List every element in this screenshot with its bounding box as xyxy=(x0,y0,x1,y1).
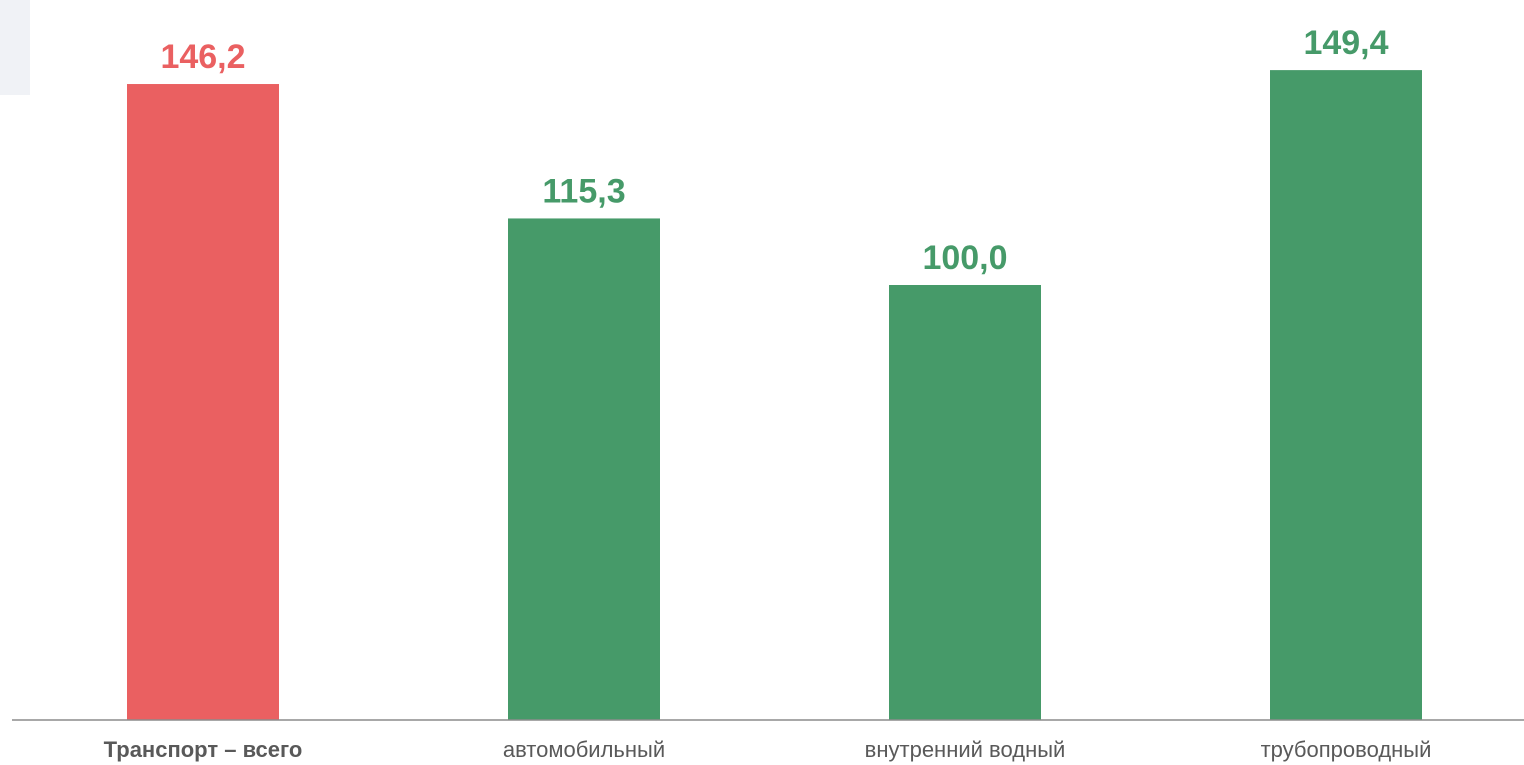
bar-2 xyxy=(508,218,660,720)
value-label-1: 146,2 xyxy=(160,38,245,76)
bars-group xyxy=(127,70,1422,721)
category-label-1: Транспорт – всего xyxy=(104,737,303,762)
value-label-4: 149,4 xyxy=(1303,24,1388,62)
category-label-2: автомобильный xyxy=(503,737,665,762)
bar-4 xyxy=(1270,70,1422,721)
bar-3 xyxy=(889,285,1041,720)
value-label-3: 100,0 xyxy=(922,239,1007,277)
corner-panel xyxy=(0,0,30,95)
category-label-4: трубопроводный xyxy=(1261,737,1432,762)
value-labels-group: 146,2 115,3 100,0 149,4 xyxy=(160,24,1388,277)
bar-1 xyxy=(127,84,279,720)
value-label-2: 115,3 xyxy=(542,172,625,210)
category-labels-group: Транспорт – всего автомобильный внутренний… xyxy=(104,737,1432,762)
category-label-3: внутренний водный xyxy=(865,737,1066,762)
